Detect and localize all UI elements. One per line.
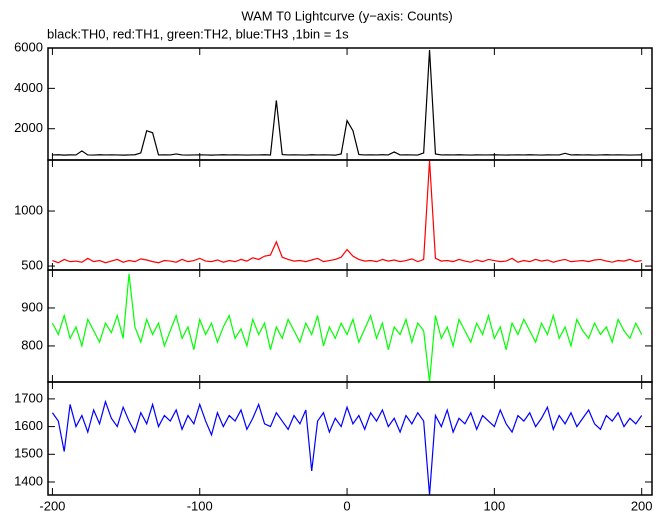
y-tick-label: 4000 bbox=[14, 80, 43, 95]
x-tick-label: 0 bbox=[343, 498, 350, 513]
panel-frame bbox=[47, 47, 653, 161]
x-tick-label: 200 bbox=[631, 498, 653, 513]
series-line bbox=[52, 49, 642, 156]
y-tick-label: 2000 bbox=[14, 120, 43, 135]
y-tick-label: 900 bbox=[21, 299, 43, 314]
panel-frame bbox=[47, 381, 653, 496]
series-line bbox=[51, 273, 643, 382]
y-tick-label: 1000 bbox=[14, 202, 43, 217]
y-tick-label: 1600 bbox=[14, 418, 43, 433]
x-tick-label: -200 bbox=[39, 498, 65, 513]
y-tick-label: 500 bbox=[21, 257, 43, 272]
y-tick-label: 800 bbox=[21, 337, 43, 352]
series-line bbox=[52, 160, 642, 264]
x-tick-label: 100 bbox=[484, 498, 506, 513]
y-tick-label: 1700 bbox=[14, 390, 43, 405]
series-line bbox=[51, 399, 643, 495]
y-tick-label: 1500 bbox=[14, 446, 43, 461]
y-tick-label: 1400 bbox=[14, 473, 43, 488]
chart-subtitle: black:TH0, red:TH1, green:TH2, blue:TH3 … bbox=[47, 26, 349, 41]
x-tick-label: -100 bbox=[187, 498, 213, 513]
y-tick-label: 6000 bbox=[14, 39, 43, 54]
chart-title: WAM T0 Lightcurve (y−axis: Counts) bbox=[241, 8, 452, 23]
